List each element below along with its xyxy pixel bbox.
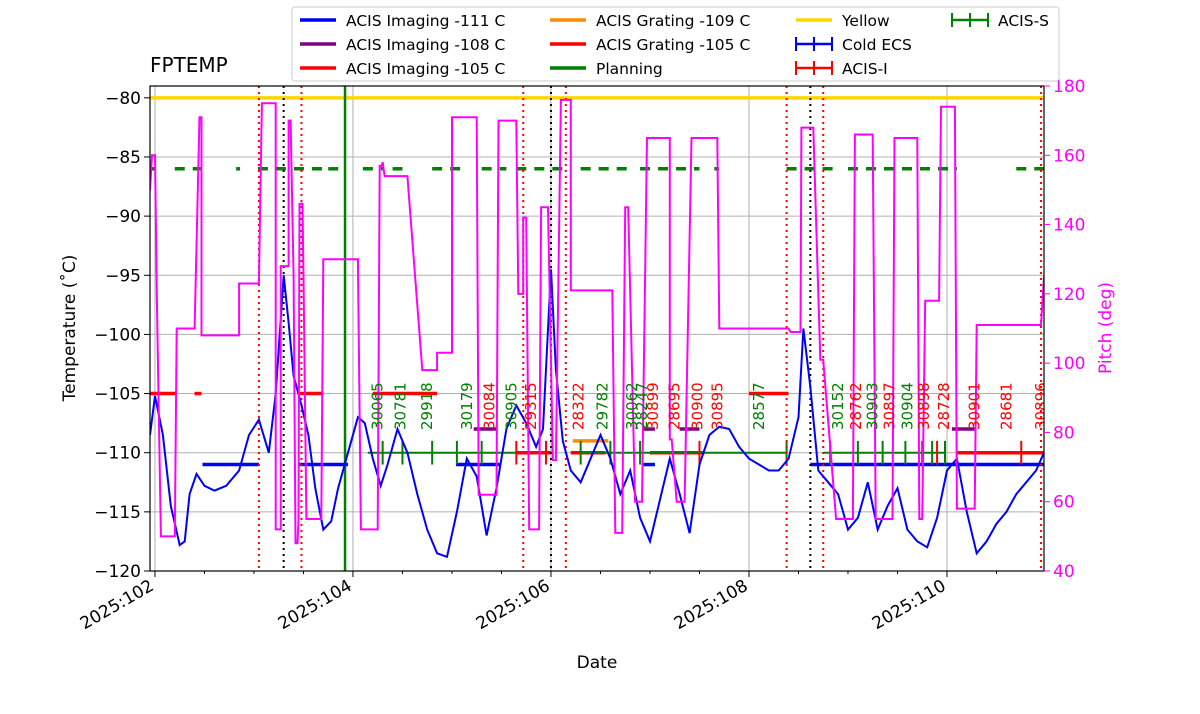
obsid-label: 30901 xyxy=(966,382,984,430)
obsid-label: 29918 xyxy=(418,382,436,430)
obsid-label: 28247 xyxy=(633,382,651,430)
obsid-label: 30899 xyxy=(644,382,662,430)
plot-frame xyxy=(149,85,1045,572)
obsid-label: 30781 xyxy=(391,382,409,430)
y-tick-label: −105 xyxy=(94,385,141,405)
y2-tick-label: 120 xyxy=(1053,285,1085,305)
legend-entry-label: Yellow xyxy=(841,12,890,30)
legend-entry-label: ACIS Imaging -105 C xyxy=(346,60,505,78)
legend-entry-label: ACIS-I xyxy=(842,60,888,78)
event-vlines xyxy=(257,86,1043,571)
obsid-label: 30900 xyxy=(688,382,706,430)
legend-entry-label: Cold ECS xyxy=(842,36,912,54)
obsid-label: 30898 xyxy=(915,382,933,430)
obsid-label: 30179 xyxy=(458,382,476,430)
legend-entry-label: ACIS Grating -105 C xyxy=(596,36,750,54)
x-tick-label: 2025:108 xyxy=(671,576,752,634)
obsid-label: 29315 xyxy=(522,382,540,430)
obsid-label: 30895 xyxy=(708,382,726,430)
y2-tick-label: 80 xyxy=(1053,423,1075,443)
chart-title: FPTEMP xyxy=(150,53,228,77)
y-tick-label: −120 xyxy=(94,562,141,582)
y2-axis-label: Pitch (deg) xyxy=(1096,282,1116,374)
obsid-label: 30065 xyxy=(369,382,387,430)
x-tick-label: 2025:106 xyxy=(473,576,554,634)
obsid-label: 28681 xyxy=(997,382,1015,430)
obsid-label: 30084 xyxy=(481,382,499,430)
obsid-label: 28322 xyxy=(570,382,588,430)
obsid-label: 28695 xyxy=(666,382,684,430)
obsid-label: 29782 xyxy=(593,382,611,430)
series-lines xyxy=(150,98,1044,559)
obsid-labels: 30065 30781 29918 30179 30084 30905 29315 28322… xyxy=(369,382,1050,430)
legend-entry-label: Planning xyxy=(596,60,663,78)
y-tick-label: −115 xyxy=(94,503,141,523)
y2-tick-label: 40 xyxy=(1053,562,1075,582)
obsid-label: 28577 xyxy=(750,382,768,430)
obsid-label: 28762 xyxy=(847,382,865,430)
axes: 2025:102 2025:104 2025:106 2025:108 2025:110… xyxy=(77,77,1086,634)
y2-tick-label: 140 xyxy=(1053,216,1085,236)
y-axis-label: Temperature (˚C) xyxy=(59,255,80,403)
x-tick-label: 2025:104 xyxy=(275,576,356,634)
obsid-label: 30896 xyxy=(1032,382,1050,430)
obsid-label: 28728 xyxy=(935,382,953,430)
obsid-label: 30903 xyxy=(864,382,882,430)
y2-tick-label: 100 xyxy=(1053,354,1085,374)
legend-entry-label: ACIS Imaging -111 C xyxy=(346,12,505,30)
legend: ACIS Imaging -111 C ACIS Imaging -108 C AC… xyxy=(291,6,1060,82)
legend-entry-label: ACIS Imaging -108 C xyxy=(346,36,505,54)
y-tick-label: −95 xyxy=(105,266,141,286)
legend-box xyxy=(291,6,1060,82)
obsid-label: 30905 xyxy=(502,382,520,430)
obsid-label: 30904 xyxy=(898,382,916,430)
x-axis-label: Date xyxy=(577,653,618,673)
y2-tick-label: 180 xyxy=(1053,77,1085,97)
obsid-label: 30897 xyxy=(881,382,899,430)
y-tick-label: −90 xyxy=(105,207,141,227)
y2-tick-label: 60 xyxy=(1053,493,1075,513)
y-tick-label: −85 xyxy=(105,148,141,168)
x-tick-label: 2025:110 xyxy=(869,576,950,634)
y-tick-label: −110 xyxy=(94,444,141,464)
pitch-line xyxy=(150,98,1044,545)
y2-tick-label: 160 xyxy=(1053,146,1085,166)
mode-bands xyxy=(150,96,1044,467)
legend-entry-label: ACIS-S xyxy=(998,12,1049,30)
obsid-label: 30062 xyxy=(623,382,641,430)
legend-entry-label: ACIS Grating -109 C xyxy=(596,12,750,30)
x-tick-label: 2025:102 xyxy=(77,576,158,634)
temperature-line xyxy=(150,269,1044,559)
y-tick-label: −80 xyxy=(105,89,141,109)
obsid-label: 30152 xyxy=(829,382,847,430)
y-tick-label: −100 xyxy=(94,325,141,345)
